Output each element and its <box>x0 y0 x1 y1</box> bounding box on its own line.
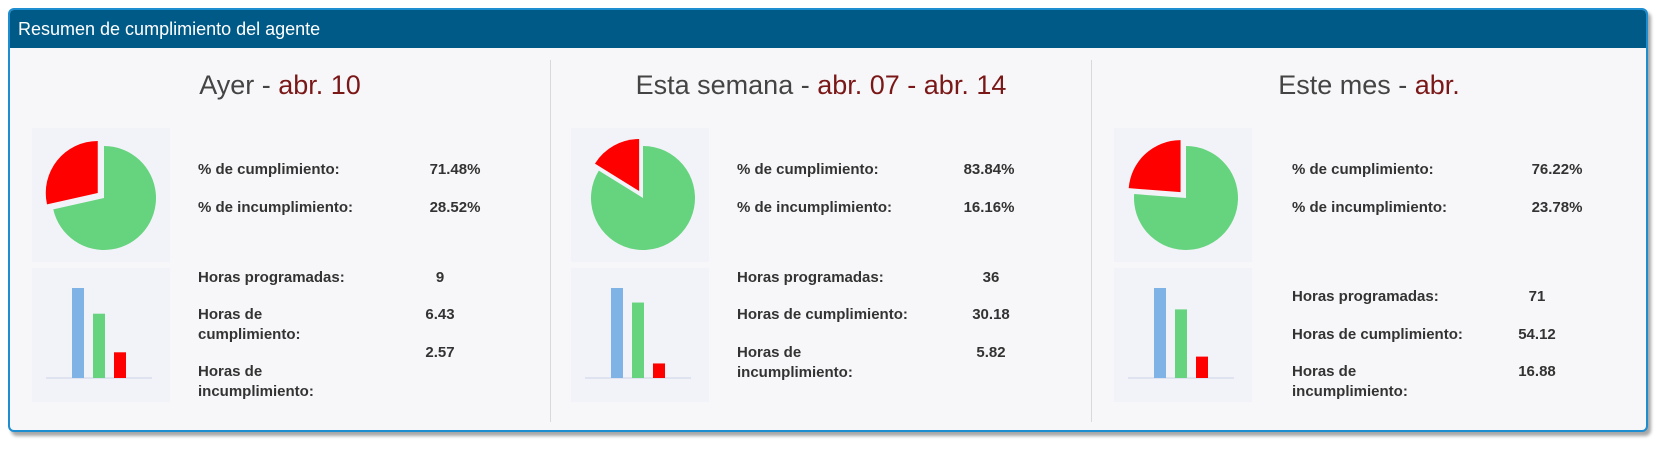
title-separator: - <box>1390 70 1415 100</box>
hours-bar-chart <box>32 268 170 402</box>
scheduled-hours-value: 36 <box>982 269 1000 286</box>
column-divider <box>1091 60 1092 422</box>
pie-slice-noncompliance <box>45 141 98 205</box>
bar-scheduled-hours <box>72 288 84 378</box>
noncompliance-hours-label: Horas de incumplimiento: <box>198 363 314 400</box>
pie-slice-compliance <box>53 146 156 250</box>
scheduled-hours-value: 71 <box>1528 288 1546 305</box>
pie-chart-svg <box>1128 140 1238 251</box>
pie-slice-noncompliance <box>1128 140 1181 193</box>
section-title-label: Esta semana <box>635 70 794 100</box>
section-date: abr. 10 <box>278 70 361 100</box>
pie-chart-svg <box>591 139 695 250</box>
noncompliance-hours-value: 16.88 <box>1518 363 1556 380</box>
section-title: Esta semana - abr. 07 - abr. 14 <box>551 70 1091 101</box>
compliance-hours-label: Horas de cumplimiento: <box>737 306 908 323</box>
noncompliance-value: 16.16% <box>963 199 1015 216</box>
panel-title: Resumen de cumplimiento del agente <box>10 10 1646 48</box>
bar-noncompliance-hours <box>114 352 126 378</box>
pie-slice-compliance <box>1134 146 1238 251</box>
bar-compliance-hours <box>93 313 105 378</box>
compliance-label: % de cumplimiento: <box>737 161 879 178</box>
compliance-hours-label: Horas de cumplimiento: <box>198 306 301 343</box>
compliance-hours-value: 54.12 <box>1518 326 1556 343</box>
section-yesterday: Ayer - abr. 10 % de cumplimiento: 71.48%… <box>10 48 550 430</box>
compliance-hours-value: 30.18 <box>972 306 1010 323</box>
noncompliance-label: % de incumplimiento: <box>198 199 354 216</box>
section-date: abr. 07 - abr. 14 <box>817 70 1007 100</box>
noncompliance-hours-value: 2.57 <box>425 344 455 361</box>
scheduled-hours-label: Horas programadas: <box>737 269 884 286</box>
compliance-value: 83.84% <box>963 161 1015 178</box>
pie-slice-noncompliance <box>594 139 640 192</box>
noncompliance-value: 28.52% <box>429 199 481 216</box>
scheduled-hours-value: 9 <box>435 269 445 286</box>
compliance-summary-panel: Resumen de cumplimiento del agente Ayer … <box>8 8 1648 432</box>
compliance-hours-label: Horas de cumplimiento: <box>1292 326 1463 343</box>
bar-chart-svg <box>585 288 691 379</box>
compliance-value: 76.22% <box>1531 161 1583 178</box>
scheduled-hours-label: Horas programadas: <box>198 269 345 286</box>
bar-chart-svg <box>46 288 152 379</box>
section-title-label: Este mes <box>1278 70 1391 100</box>
title-separator: - <box>254 70 279 100</box>
hours-bar-chart <box>1114 268 1252 402</box>
noncompliance-value: 23.78% <box>1531 199 1583 216</box>
bar-compliance-hours <box>632 302 644 378</box>
noncompliance-label: % de incumplimiento: <box>737 199 893 216</box>
bar-compliance-hours <box>1175 309 1187 378</box>
bar-chart-svg <box>1128 288 1234 379</box>
noncompliance-label: % de incumplimiento: <box>1292 199 1448 216</box>
bar-scheduled-hours <box>1154 288 1166 378</box>
section-this-week: Esta semana - abr. 07 - abr. 14 % de cum… <box>551 48 1091 430</box>
bar-scheduled-hours <box>611 288 623 378</box>
summary-columns: Ayer - abr. 10 % de cumplimiento: 71.48%… <box>10 48 1646 430</box>
section-title-label: Ayer <box>199 70 255 100</box>
pie-chart-svg <box>45 141 156 250</box>
noncompliance-hours-label: Horas de incumplimiento: <box>1292 363 1408 400</box>
compliance-pie-chart <box>32 128 170 262</box>
noncompliance-hours-label: Horas de incumplimiento: <box>737 344 853 381</box>
bar-noncompliance-hours <box>653 363 665 378</box>
compliance-value: 71.48% <box>429 161 481 178</box>
scheduled-hours-label: Horas programadas: <box>1292 288 1439 305</box>
compliance-label: % de cumplimiento: <box>198 161 340 178</box>
noncompliance-hours-value: 5.82 <box>976 344 1006 361</box>
column-divider <box>550 60 551 422</box>
section-title: Este mes - abr. <box>1092 70 1646 101</box>
compliance-hours-value: 6.43 <box>425 306 455 323</box>
title-separator: - <box>793 70 818 100</box>
pie-slice-compliance <box>591 146 695 250</box>
hours-bar-chart <box>571 268 709 402</box>
bar-noncompliance-hours <box>1196 356 1208 378</box>
compliance-label: % de cumplimiento: <box>1292 161 1434 178</box>
section-title: Ayer - abr. 10 <box>10 70 550 101</box>
compliance-pie-chart <box>1114 128 1252 262</box>
compliance-pie-chart <box>571 128 709 262</box>
section-this-month: Este mes - abr. % de cumplimiento: 76.22… <box>1092 48 1646 430</box>
section-date: abr. <box>1414 70 1460 100</box>
